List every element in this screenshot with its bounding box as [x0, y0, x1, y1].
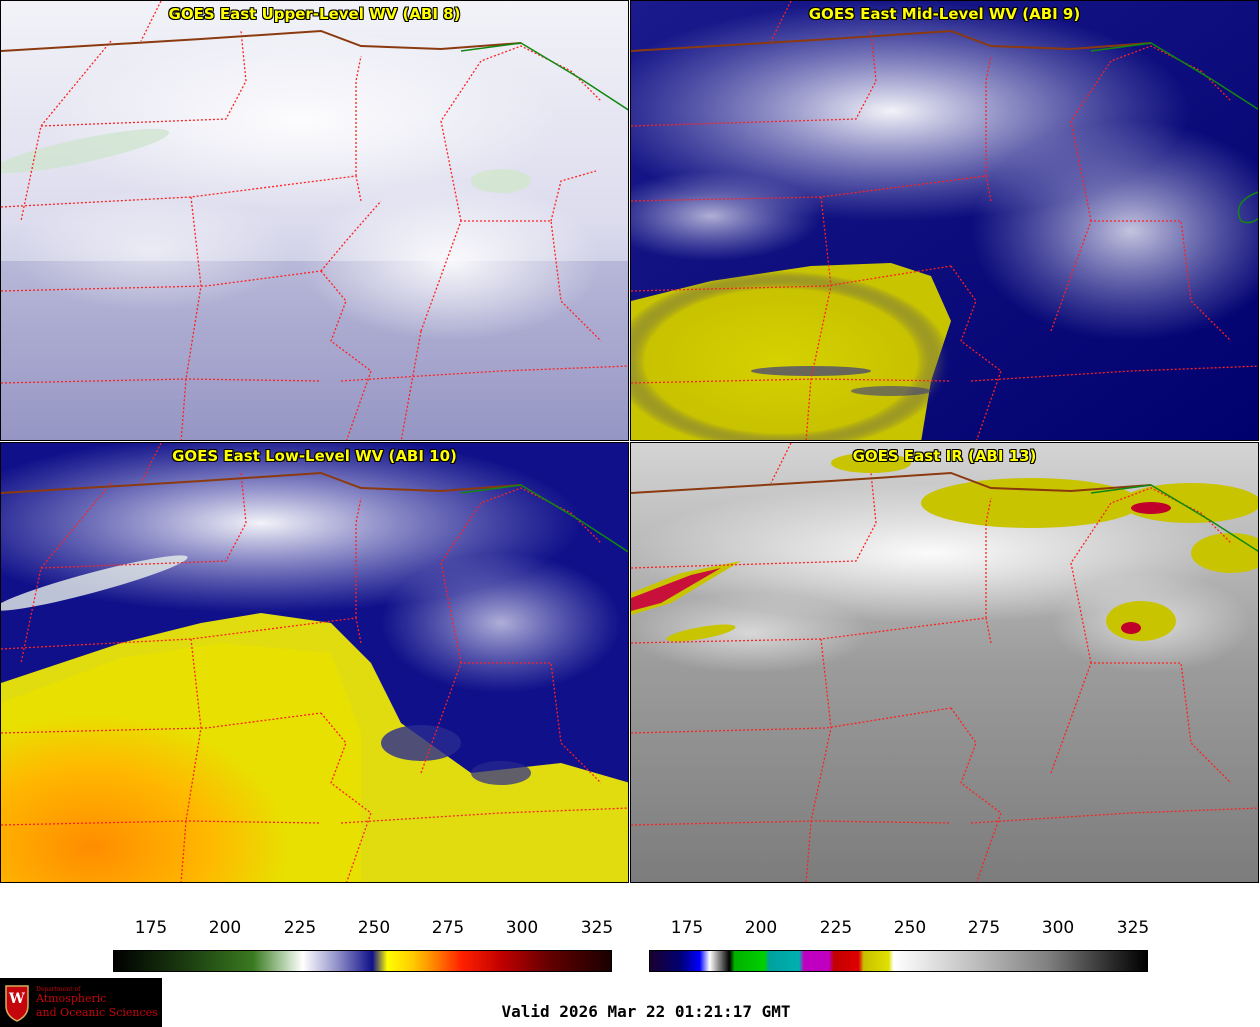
valid-time: Valid 2026 Mar 22 01:21:17 GMT [501, 1002, 791, 1021]
tick-label: 225 [819, 918, 853, 938]
panel-title: GOES East Low-Level WV (ABI 10) [172, 447, 457, 465]
uw-crest-icon [5, 985, 29, 1022]
tick-label: 325 [580, 918, 614, 938]
tick-label: 300 [1041, 918, 1075, 938]
tick-label: 250 [893, 918, 927, 938]
logo-line3: and Oceanic Sciences [36, 1006, 158, 1019]
tick-label: 325 [1116, 918, 1150, 938]
tick-label: 200 [744, 918, 778, 938]
map-low-level-wv [1, 443, 628, 882]
colorbar-ir-ticks: 175 200 225 250 275 300 325 [649, 918, 1150, 942]
colorbar-ir [649, 950, 1148, 972]
satellite-panel-grid: GOES East Upper-Level WV (ABI 8) [0, 0, 1259, 883]
tick-label: 175 [134, 918, 168, 938]
tick-label: 300 [505, 918, 539, 938]
map-ir [631, 443, 1258, 882]
tick-label: 275 [967, 918, 1001, 938]
tick-label: 200 [208, 918, 242, 938]
tick-label: 250 [357, 918, 391, 938]
panel-low-level-wv: GOES East Low-Level WV (ABI 10) [0, 442, 629, 883]
tick-label: 175 [670, 918, 704, 938]
panel-title: GOES East Upper-Level WV (ABI 8) [168, 5, 461, 23]
colorbar-wv [113, 950, 612, 972]
panel-mid-level-wv: GOES East Mid-Level WV (ABI 9) [630, 0, 1259, 441]
tick-label: 275 [431, 918, 465, 938]
panel-title: GOES East IR (ABI 13) [852, 447, 1037, 465]
logo-letter: W [9, 991, 25, 1007]
colorbar-wv-ticks: 175 200 225 250 275 300 325 [113, 918, 614, 942]
map-mid-level-wv [631, 1, 1258, 440]
panel-title: GOES East Mid-Level WV (ABI 9) [808, 5, 1081, 23]
aos-logo: W Department of Atmospheric and Oceanic … [0, 978, 162, 1027]
panel-upper-level-wv: GOES East Upper-Level WV (ABI 8) [0, 0, 629, 441]
logo-line2: Atmospheric [36, 992, 107, 1005]
map-upper-level-wv [1, 1, 628, 440]
logo-line1: Department of [36, 986, 81, 993]
panel-ir: GOES East IR (ABI 13) [630, 442, 1259, 883]
tick-label: 225 [283, 918, 317, 938]
